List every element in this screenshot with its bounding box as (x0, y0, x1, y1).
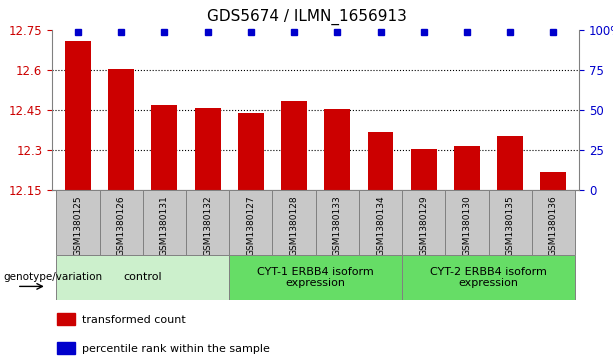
Text: genotype/variation: genotype/variation (3, 272, 102, 282)
Bar (402, 190, 445, 255)
Text: GSM1380131: GSM1380131 (160, 195, 169, 256)
Text: GSM1380133: GSM1380133 (333, 195, 342, 256)
Bar (359, 190, 402, 255)
Text: CYT-2 ERBB4 isoform
expression: CYT-2 ERBB4 isoform expression (430, 266, 547, 288)
Bar (531, 190, 575, 255)
Bar (368, 131, 394, 190)
Bar (497, 135, 523, 190)
Text: percentile rank within the sample: percentile rank within the sample (82, 344, 270, 354)
Text: control: control (124, 272, 162, 282)
Text: GSM1380128: GSM1380128 (289, 195, 299, 256)
Bar (195, 107, 221, 190)
Text: GSM1380130: GSM1380130 (462, 195, 471, 256)
Bar (411, 149, 436, 190)
Bar (109, 69, 134, 190)
Bar (65, 41, 91, 190)
Bar (324, 109, 350, 190)
Bar (273, 190, 316, 255)
Text: GSM1380135: GSM1380135 (506, 195, 515, 256)
Text: GSM1380127: GSM1380127 (246, 195, 256, 256)
Bar (56, 255, 229, 300)
Bar (229, 255, 402, 300)
Bar (402, 255, 575, 300)
Bar (316, 190, 359, 255)
Bar (143, 190, 186, 255)
Text: GDS5674 / ILMN_1656913: GDS5674 / ILMN_1656913 (207, 9, 406, 25)
Text: GSM1380132: GSM1380132 (203, 195, 212, 256)
Text: GSM1380125: GSM1380125 (74, 195, 83, 256)
Bar (100, 190, 143, 255)
Bar (489, 190, 531, 255)
Text: GSM1380134: GSM1380134 (376, 195, 385, 256)
Text: CYT-1 ERBB4 isoform
expression: CYT-1 ERBB4 isoform expression (257, 266, 374, 288)
Bar (229, 190, 273, 255)
Bar (541, 172, 566, 190)
Bar (454, 146, 480, 190)
Bar (238, 113, 264, 190)
Bar (58, 313, 75, 325)
Bar (281, 101, 307, 190)
Bar (445, 190, 489, 255)
Text: GSM1380129: GSM1380129 (419, 195, 428, 256)
Bar (151, 105, 177, 190)
Text: GSM1380136: GSM1380136 (549, 195, 558, 256)
Bar (186, 190, 229, 255)
Bar (58, 342, 75, 354)
Bar (56, 190, 100, 255)
Text: transformed count: transformed count (82, 315, 186, 326)
Text: GSM1380126: GSM1380126 (116, 195, 126, 256)
